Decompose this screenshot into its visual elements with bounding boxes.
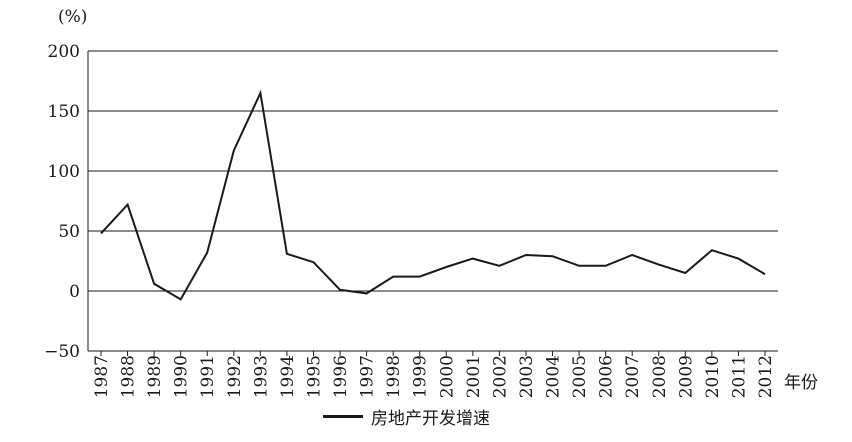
- x-tick-label: 1992: [225, 355, 245, 398]
- y-tick-label: −50: [44, 342, 80, 362]
- x-tick-label: 1997: [358, 355, 378, 398]
- x-tick-label: 2002: [490, 355, 510, 398]
- gridlines: [87, 50, 778, 352]
- x-tick-label: 2009: [676, 355, 696, 398]
- x-tick-label: 1990: [172, 355, 192, 398]
- y-tick-label: 150: [48, 102, 80, 122]
- x-tick-label: 2011: [729, 355, 749, 398]
- x-tick-label: 1989: [145, 355, 165, 398]
- x-tick-label: 2007: [623, 355, 643, 398]
- x-tick-label: 2003: [517, 355, 537, 398]
- y-tick-label: 200: [48, 42, 80, 62]
- x-tick-label: 1999: [411, 355, 431, 398]
- y-tick-label: 50: [58, 222, 80, 242]
- x-tick-label: 1987: [92, 355, 112, 398]
- x-tick-label: 2010: [703, 355, 723, 398]
- legend-swatch: [323, 415, 363, 418]
- y-tick-label: 0: [69, 282, 80, 302]
- x-tick-label: 1988: [119, 355, 139, 398]
- x-tick-label: 2000: [437, 355, 457, 398]
- x-tick-label: 2012: [756, 355, 776, 398]
- x-tick-label: 2008: [650, 355, 670, 398]
- x-tick-label: 1998: [384, 355, 404, 398]
- x-tick-label: 2001: [464, 355, 484, 398]
- y-axis-label: (%): [58, 7, 87, 27]
- x-axis-ticks: 1987 1988 1989 1990 1991 1992 1993 1994 1995 1996…: [92, 351, 776, 398]
- x-axis-label: 年份: [784, 373, 818, 393]
- x-tick-label: 1996: [331, 355, 351, 398]
- x-tick-label: 1991: [198, 355, 218, 398]
- line-chart: 200 150 100 50 0 −50 1987 1988 1989 1990 1991 1992…: [44, 7, 818, 398]
- x-tick-label: 2006: [597, 355, 617, 398]
- x-tick-label: 2004: [544, 355, 564, 398]
- y-axis-ticks: 200 150 100 50 0 −50: [44, 42, 80, 362]
- legend: 房地产开发增速: [323, 404, 490, 429]
- x-tick-label: 2005: [570, 355, 590, 398]
- x-tick-label: 1995: [304, 355, 324, 398]
- x-tick-label: 1994: [278, 355, 298, 398]
- y-tick-label: 100: [48, 162, 80, 182]
- legend-label: 房地产开发增速: [371, 409, 490, 429]
- x-tick-label: 1993: [251, 355, 271, 398]
- series-line: [100, 89, 766, 301]
- series-group: [100, 89, 766, 301]
